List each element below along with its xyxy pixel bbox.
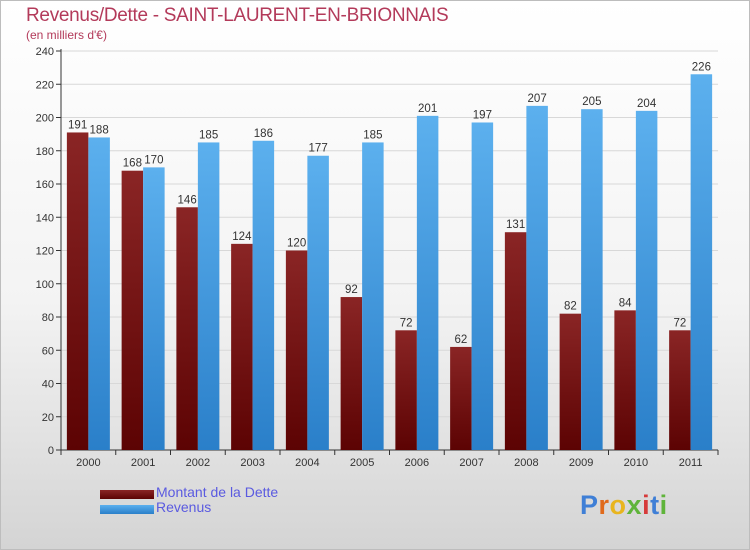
- data-label-revenus: 201: [418, 103, 437, 115]
- legend-label-dette: Montant de la Dette: [156, 484, 279, 500]
- y-tick-label: 20: [42, 412, 54, 424]
- logo-letter: P: [580, 490, 599, 520]
- y-tick-label: 180: [36, 146, 54, 158]
- data-label-dette: 120: [287, 238, 306, 250]
- bar-dette: [395, 330, 417, 450]
- bar-dette: [340, 297, 363, 450]
- bar-revenus: [581, 109, 603, 450]
- data-label-revenus: 205: [582, 96, 601, 108]
- x-tick-label: 2005: [350, 457, 374, 469]
- x-tick-label: 2006: [405, 457, 429, 469]
- x-tick-label: 2001: [131, 457, 155, 469]
- bar-revenus: [197, 142, 220, 450]
- legend-swatch-dette: [100, 490, 154, 499]
- data-label-revenus: 197: [473, 109, 492, 121]
- bar-dette: [66, 132, 89, 450]
- bar-revenus: [526, 105, 548, 451]
- logo-letter: t: [650, 490, 660, 520]
- bar-revenus: [471, 122, 494, 451]
- logo-letter: i: [659, 490, 668, 520]
- y-tick-label: 140: [36, 212, 54, 224]
- data-label-revenus: 204: [637, 98, 657, 110]
- bar-dette: [121, 170, 144, 450]
- data-label-dette: 72: [400, 317, 413, 329]
- data-label-revenus: 170: [144, 154, 163, 166]
- data-label-dette: 84: [619, 297, 632, 309]
- x-tick-label: 2008: [514, 457, 538, 469]
- data-label-revenus: 188: [90, 124, 109, 136]
- x-tick-label: 2004: [295, 457, 319, 469]
- y-tick-label: 200: [36, 113, 54, 125]
- bar-revenus: [362, 142, 384, 450]
- logo-letter: o: [609, 490, 627, 520]
- data-label-dette: 62: [454, 334, 467, 346]
- bar-dette: [504, 232, 527, 450]
- bar-revenus: [635, 110, 658, 450]
- x-tick-label: 2009: [569, 457, 593, 469]
- data-label-dette: 146: [178, 194, 197, 206]
- chart-title: Revenus/Dette - SAINT-LAURENT-EN-BRIONNA…: [26, 5, 449, 26]
- proxiti-logo: Proxiti: [580, 490, 668, 521]
- bar-dette: [450, 346, 472, 450]
- x-tick-label: 2000: [76, 457, 100, 469]
- data-label-dette: 124: [232, 231, 252, 243]
- data-label-dette: 191: [68, 119, 87, 131]
- x-tick-label: 2003: [240, 457, 264, 469]
- bar-dette: [559, 313, 582, 450]
- bar-dette: [614, 310, 636, 450]
- y-tick-label: 220: [36, 79, 54, 91]
- data-label-dette: 82: [564, 301, 577, 313]
- logo-letter: x: [626, 490, 643, 520]
- logo-letter: r: [598, 490, 610, 520]
- legend-label-revenus: Revenus: [156, 499, 212, 515]
- data-label-revenus: 185: [199, 129, 218, 141]
- bar-dette: [285, 250, 308, 450]
- bar-revenus: [88, 137, 110, 450]
- x-tick-label: 2010: [624, 457, 648, 469]
- y-tick-label: 120: [36, 246, 54, 258]
- x-tick-label: 2002: [186, 457, 210, 469]
- x-tick-label: 2007: [459, 457, 483, 469]
- data-label-dette: 131: [506, 219, 525, 231]
- y-tick-label: 60: [42, 345, 54, 357]
- bar-revenus: [416, 115, 439, 451]
- bar-revenus: [252, 140, 275, 450]
- bar-dette: [669, 330, 691, 450]
- bar-dette: [231, 243, 253, 450]
- y-tick-label: 0: [48, 445, 54, 457]
- x-tick-label: 2011: [679, 457, 703, 469]
- y-tick-label: 80: [42, 312, 54, 324]
- data-label-revenus: 186: [254, 128, 273, 140]
- data-label-revenus: 207: [528, 93, 547, 105]
- data-label-revenus: 177: [309, 143, 328, 155]
- y-tick-label: 100: [36, 279, 54, 291]
- data-label-dette: 72: [673, 317, 686, 329]
- logo-letter: i: [642, 490, 651, 520]
- data-label-revenus: 185: [363, 129, 382, 141]
- legend-swatch-revenus: [100, 505, 154, 514]
- y-tick-label: 240: [36, 46, 54, 58]
- bar-revenus: [307, 155, 329, 451]
- bar-revenus: [690, 74, 713, 451]
- bar-dette: [176, 207, 198, 450]
- data-label-revenus: 226: [692, 61, 711, 73]
- data-label-dette: 92: [345, 284, 358, 296]
- bar-revenus: [143, 167, 165, 450]
- y-tick-label: 160: [36, 179, 54, 191]
- y-tick-label: 40: [42, 379, 54, 391]
- data-label-dette: 168: [123, 158, 142, 170]
- chart-subtitle: (en milliers d'€): [26, 28, 107, 42]
